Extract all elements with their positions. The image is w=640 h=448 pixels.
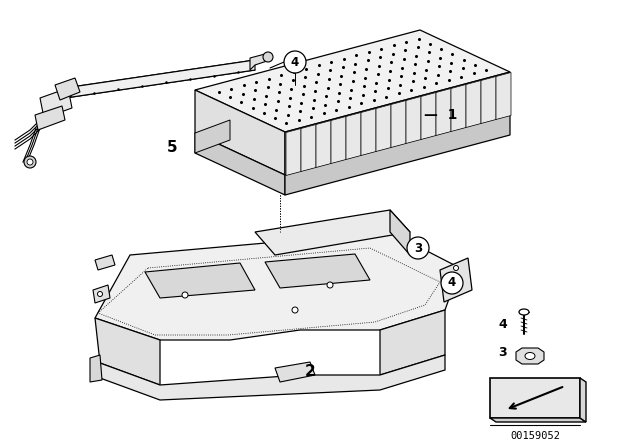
Polygon shape xyxy=(466,81,481,128)
Text: 4: 4 xyxy=(498,319,507,332)
Text: 5: 5 xyxy=(166,141,177,155)
Polygon shape xyxy=(421,92,436,139)
Polygon shape xyxy=(285,115,510,195)
Circle shape xyxy=(327,282,333,288)
Polygon shape xyxy=(316,121,331,168)
Polygon shape xyxy=(265,254,370,288)
Polygon shape xyxy=(285,72,510,175)
Polygon shape xyxy=(286,129,301,176)
Circle shape xyxy=(454,276,458,280)
Polygon shape xyxy=(95,255,115,270)
Polygon shape xyxy=(331,116,346,164)
Ellipse shape xyxy=(519,309,529,315)
Polygon shape xyxy=(490,418,586,422)
Circle shape xyxy=(284,51,306,73)
Polygon shape xyxy=(516,348,544,364)
Polygon shape xyxy=(440,258,472,302)
Polygon shape xyxy=(195,120,230,153)
Text: —  1: — 1 xyxy=(424,108,458,122)
Polygon shape xyxy=(42,102,52,113)
Text: 2: 2 xyxy=(305,365,316,379)
Polygon shape xyxy=(391,100,406,147)
Polygon shape xyxy=(490,378,580,418)
Polygon shape xyxy=(301,125,316,172)
Polygon shape xyxy=(145,263,255,298)
Text: 4: 4 xyxy=(291,56,299,69)
Circle shape xyxy=(182,292,188,298)
Polygon shape xyxy=(275,362,315,382)
Polygon shape xyxy=(580,378,586,422)
Polygon shape xyxy=(65,60,255,98)
Polygon shape xyxy=(95,232,460,340)
Polygon shape xyxy=(93,285,110,303)
Ellipse shape xyxy=(525,353,535,359)
Polygon shape xyxy=(436,89,451,135)
Polygon shape xyxy=(481,77,496,124)
Polygon shape xyxy=(361,108,376,155)
Text: 4: 4 xyxy=(448,276,456,289)
Polygon shape xyxy=(406,96,421,143)
Polygon shape xyxy=(255,210,410,255)
Polygon shape xyxy=(250,54,270,70)
Polygon shape xyxy=(55,78,80,100)
Polygon shape xyxy=(95,318,160,385)
Circle shape xyxy=(407,237,429,259)
Polygon shape xyxy=(346,112,361,159)
Polygon shape xyxy=(195,30,510,132)
Polygon shape xyxy=(496,73,511,120)
Text: 00159052: 00159052 xyxy=(510,431,560,441)
Circle shape xyxy=(263,52,273,62)
Polygon shape xyxy=(376,104,391,151)
Polygon shape xyxy=(380,310,445,375)
Circle shape xyxy=(292,307,298,313)
Circle shape xyxy=(97,292,102,297)
Polygon shape xyxy=(100,355,445,400)
Circle shape xyxy=(454,266,458,271)
Circle shape xyxy=(24,156,36,168)
Text: 3: 3 xyxy=(414,241,422,254)
Polygon shape xyxy=(195,90,285,175)
Circle shape xyxy=(441,272,463,294)
Polygon shape xyxy=(40,88,72,118)
Circle shape xyxy=(454,285,458,290)
Polygon shape xyxy=(195,133,285,195)
Text: 3: 3 xyxy=(498,345,507,358)
Circle shape xyxy=(27,159,33,165)
Polygon shape xyxy=(90,355,102,382)
Polygon shape xyxy=(390,210,410,255)
Polygon shape xyxy=(451,85,466,132)
Polygon shape xyxy=(35,106,65,130)
